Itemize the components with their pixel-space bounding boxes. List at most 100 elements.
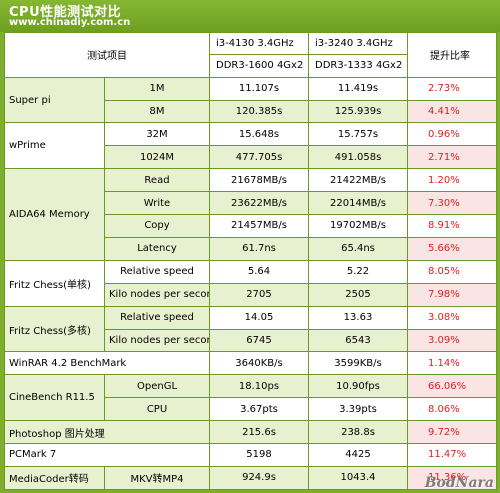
test-subitem: Latency — [104, 236, 210, 261]
value-cpu-1: 3640KB/s — [209, 351, 309, 376]
table-row: Fritz Chess(单核) Relative speed 5.64 5.22… — [4, 259, 497, 307]
value-cpu-2: 1043.4 — [308, 465, 408, 491]
test-subitem: Read — [104, 168, 210, 193]
improvement-value: 8.91% — [407, 214, 497, 238]
test-name: wPrime — [4, 122, 105, 170]
improvement-value: 5.66% — [407, 236, 497, 261]
header-improvement: 提升比率 — [407, 32, 497, 78]
header-cpu-1: i3-4130 3.4GHz — [209, 32, 309, 55]
value-cpu-1: 18.10ps — [209, 374, 309, 399]
table-header-row: 测试项目 i3-4130 3.4GHz i3-3240 3.4GHz 提升比率 — [4, 32, 497, 78]
watermark-logo: BodNara — [424, 475, 494, 491]
value-cpu-1: 2705 — [209, 282, 309, 307]
table-row: WinRAR 4.2 BenchMark 3640KB/s 3599KB/s 1… — [4, 351, 497, 376]
table-row: MediaCoder转码 MKV转MP4 924.9s 1043.4 11.36… — [4, 465, 497, 491]
improvement-value: 7.30% — [407, 191, 497, 216]
table-row: 1024M 477.705s 491.058s 2.71% — [5, 145, 497, 170]
table-row: CineBench R11.5 OpenGL 18.10ps 10.90fps … — [4, 374, 497, 422]
value-cpu-1: 6745 — [209, 328, 309, 353]
header-cpu-2: i3-3240 3.4GHz — [308, 32, 408, 55]
value-cpu-1: 215.6s — [209, 420, 309, 444]
header-banner: CPU性能测试对比 www.chinadiy.com.cn — [0, 0, 500, 32]
value-cpu-2: 65.4ns — [308, 236, 408, 261]
test-subitem: Write — [104, 191, 210, 216]
test-subitem: MKV转MP4 — [104, 465, 210, 491]
value-cpu-2: 5.22 — [308, 259, 408, 284]
test-name: MediaCoder转码 — [4, 465, 105, 491]
table-row: Super pi 1M 11.107s 11.419s 2.73% — [4, 76, 497, 124]
value-cpu-2: 4425 — [308, 442, 408, 467]
value-cpu-1: 11.107s — [209, 76, 309, 101]
value-cpu-1: 21457MB/s — [209, 214, 309, 238]
site-url: www.chinadiy.com.cn — [9, 17, 131, 28]
value-cpu-1: 5198 — [209, 442, 309, 467]
improvement-value: 3.09% — [407, 328, 497, 353]
table-row: Write 23622MB/s 22014MB/s 7.30% — [5, 191, 497, 216]
test-name: Super pi — [4, 76, 105, 124]
value-cpu-2: 2505 — [308, 282, 408, 307]
improvement-value: 0.96% — [407, 122, 497, 147]
improvement-value: 1.14% — [407, 351, 497, 376]
test-subitem: Relative speed — [104, 305, 210, 330]
value-cpu-2: 15.757s — [308, 122, 408, 147]
table-row: 8M 120.385s 125.939s 4.41% — [5, 99, 497, 124]
test-name: Fritz Chess(多核) — [4, 305, 105, 353]
test-name: Photoshop 图片处理 — [4, 420, 210, 444]
test-name: CineBench R11.5 — [4, 374, 105, 422]
improvement-value: 8.05% — [407, 259, 497, 284]
value-cpu-2: 491.058s — [308, 145, 408, 170]
value-cpu-1: 477.705s — [209, 145, 309, 170]
value-cpu-2: 10.90fps — [308, 374, 408, 399]
test-name: WinRAR 4.2 BenchMark — [4, 351, 210, 376]
test-name: Fritz Chess(单核) — [4, 259, 105, 307]
table-row: AIDA64 Memory Read 21678MB/s 21422MB/s 1… — [4, 168, 497, 261]
table-row: CPU 3.67pts 3.39pts 8.06% — [5, 397, 497, 422]
value-cpu-1: 15.648s — [209, 122, 309, 147]
value-cpu-1: 924.9s — [209, 465, 309, 491]
value-cpu-1: 3.67pts — [209, 397, 309, 422]
table-row: PCMark 7 5198 4425 11.47% — [4, 442, 497, 467]
value-cpu-2: 6543 — [308, 328, 408, 353]
improvement-value: 3.08% — [407, 305, 497, 330]
improvement-value: 9.72% — [407, 420, 497, 444]
improvement-value: 2.71% — [407, 145, 497, 170]
improvement-value: 1.20% — [407, 168, 497, 193]
table-row: Latency 61.7ns 65.4ns 5.66% — [5, 236, 497, 261]
table-row: Fritz Chess(多核) Relative speed 14.05 13.… — [4, 305, 497, 353]
value-cpu-2: 13.63 — [308, 305, 408, 330]
value-cpu-2: 3.39pts — [308, 397, 408, 422]
value-cpu-2: 19702MB/s — [308, 214, 408, 238]
value-cpu-1: 61.7ns — [209, 236, 309, 261]
benchmark-table: 测试项目 i3-4130 3.4GHz i3-3240 3.4GHz 提升比率 … — [4, 32, 497, 491]
value-cpu-2: 3599KB/s — [308, 351, 408, 376]
table-row: Kilo nodes per second 6745 6543 3.09% — [5, 328, 497, 353]
value-cpu-1: 14.05 — [209, 305, 309, 330]
value-cpu-1: 23622MB/s — [209, 191, 309, 216]
header-ram-2: DDR3-1333 4Gx2 — [308, 53, 408, 78]
improvement-value: 11.47% — [407, 442, 497, 467]
test-subitem: OpenGL — [104, 374, 210, 399]
improvement-value: 4.41% — [407, 99, 497, 124]
test-subitem: CPU — [104, 397, 210, 422]
test-subitem: Kilo nodes per second — [104, 328, 210, 353]
value-cpu-2: 238.8s — [308, 420, 408, 444]
value-cpu-2: 21422MB/s — [308, 168, 408, 193]
value-cpu-1: 120.385s — [209, 99, 309, 124]
table-header-row: DDR3-1600 4Gx2 DDR3-1333 4Gx2 — [5, 53, 497, 78]
test-subitem: Relative speed — [104, 259, 210, 284]
test-name: PCMark 7 — [4, 442, 210, 467]
value-cpu-2: 11.419s — [308, 76, 408, 101]
improvement-value: 2.73% — [407, 76, 497, 101]
test-subitem: 8M — [104, 99, 210, 124]
table-row: Photoshop 图片处理 215.6s 238.8s 9.72% — [4, 420, 497, 444]
improvement-value: 8.06% — [407, 397, 497, 422]
value-cpu-2: 125.939s — [308, 99, 408, 124]
page-title: CPU性能测试对比 — [9, 5, 122, 20]
improvement-value: 11.36% — [407, 465, 497, 491]
improvement-value: 66.06% — [407, 374, 497, 399]
test-subitem: 1M — [104, 76, 210, 101]
test-subitem: Copy — [104, 214, 210, 238]
header-ram-1: DDR3-1600 4Gx2 — [209, 53, 309, 78]
value-cpu-1: 21678MB/s — [209, 168, 309, 193]
improvement-value: 7.98% — [407, 282, 497, 307]
